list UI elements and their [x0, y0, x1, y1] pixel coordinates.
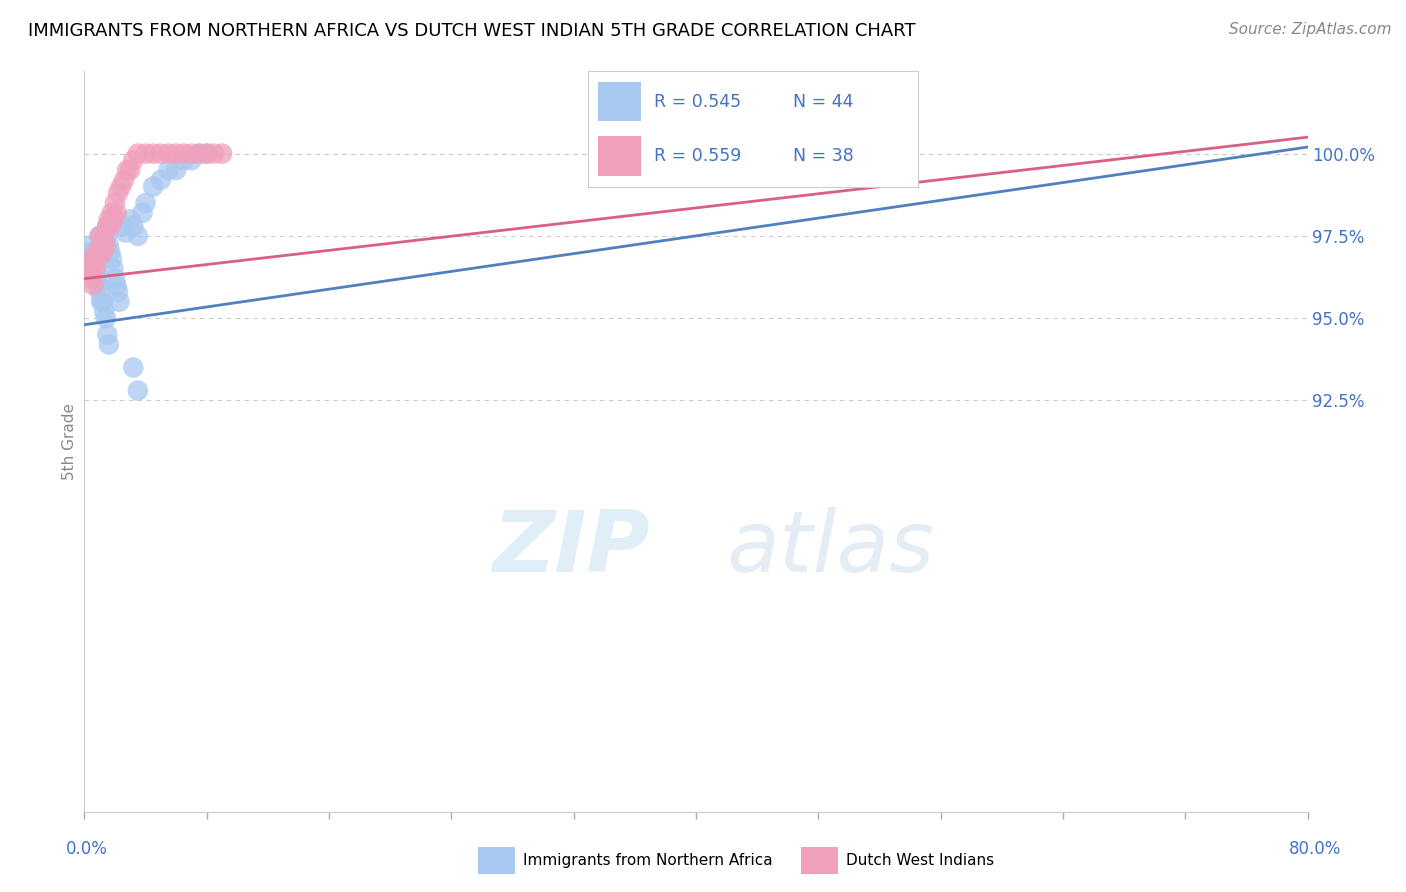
Text: 0.0%: 0.0%	[66, 840, 108, 858]
Point	[89, 228, 111, 243]
Point	[86, 271, 108, 285]
Point	[157, 163, 180, 178]
Point	[97, 239, 120, 253]
FancyBboxPatch shape	[598, 82, 641, 121]
Text: 80.0%: 80.0%	[1288, 840, 1341, 858]
Point	[105, 206, 128, 220]
Point	[173, 146, 195, 161]
Point	[122, 153, 145, 168]
Point	[135, 196, 157, 211]
Point	[112, 173, 135, 187]
Point	[96, 327, 118, 342]
Point	[104, 271, 127, 285]
Point	[77, 252, 100, 266]
Point	[180, 153, 202, 168]
Point	[101, 252, 124, 266]
Point	[76, 261, 98, 276]
Point	[108, 294, 131, 309]
Point	[94, 311, 117, 326]
Point	[77, 239, 100, 253]
Point	[89, 285, 111, 299]
Text: N = 44: N = 44	[793, 93, 853, 111]
Point	[84, 261, 107, 276]
Point	[96, 228, 118, 243]
Point	[135, 146, 157, 161]
Text: ZIP: ZIP	[492, 507, 650, 590]
Point	[97, 212, 120, 227]
Point	[188, 146, 211, 161]
Point	[131, 206, 153, 220]
Point	[120, 212, 142, 227]
Point	[79, 245, 101, 260]
Point	[91, 294, 114, 309]
Point	[142, 146, 165, 161]
Point	[87, 252, 110, 266]
Text: R = 0.559: R = 0.559	[654, 147, 741, 165]
Point	[80, 252, 103, 266]
Point	[87, 278, 110, 293]
Point	[107, 285, 129, 299]
Text: R = 0.545: R = 0.545	[654, 93, 741, 111]
Point	[195, 146, 218, 161]
Point	[83, 278, 105, 293]
Text: Dutch West Indians: Dutch West Indians	[846, 854, 994, 868]
Point	[180, 146, 202, 161]
Point	[107, 186, 129, 200]
Point	[127, 384, 149, 398]
Point	[90, 239, 112, 253]
Point	[90, 294, 112, 309]
Point	[84, 268, 107, 283]
Point	[149, 173, 172, 187]
Point	[157, 146, 180, 161]
Point	[202, 146, 225, 161]
Point	[173, 153, 195, 168]
Point	[104, 196, 127, 211]
Y-axis label: 5th Grade: 5th Grade	[62, 403, 77, 480]
Point	[83, 261, 105, 276]
Text: IMMIGRANTS FROM NORTHERN AFRICA VS DUTCH WEST INDIAN 5TH GRADE CORRELATION CHART: IMMIGRANTS FROM NORTHERN AFRICA VS DUTCH…	[28, 22, 915, 40]
Text: N = 38: N = 38	[793, 147, 853, 165]
Text: Immigrants from Northern Africa: Immigrants from Northern Africa	[523, 854, 773, 868]
Point	[127, 228, 149, 243]
Point	[211, 146, 233, 161]
Point	[122, 360, 145, 375]
Point	[79, 261, 101, 276]
Point	[195, 146, 218, 161]
Point	[103, 212, 125, 227]
Point	[142, 179, 165, 194]
Point	[149, 146, 172, 161]
Point	[110, 179, 132, 194]
Point	[96, 219, 118, 233]
Point	[101, 206, 124, 220]
Point	[86, 261, 108, 276]
Point	[80, 245, 103, 260]
FancyBboxPatch shape	[598, 136, 641, 176]
Point	[122, 219, 145, 233]
Point	[97, 337, 120, 351]
Point	[93, 304, 115, 318]
Point	[93, 228, 115, 243]
Point	[114, 226, 136, 240]
Point	[98, 245, 121, 260]
Point	[120, 163, 142, 178]
Text: atlas: atlas	[727, 507, 935, 590]
Point	[94, 239, 117, 253]
Point	[86, 245, 108, 260]
Point	[115, 163, 138, 178]
Point	[165, 146, 187, 161]
Point	[188, 146, 211, 161]
Point	[105, 278, 128, 293]
Point	[91, 245, 114, 260]
Point	[98, 219, 121, 233]
Point	[165, 163, 187, 178]
Point	[96, 219, 118, 233]
Point	[127, 146, 149, 161]
Point	[103, 261, 125, 276]
Point	[111, 219, 134, 233]
Text: Source: ZipAtlas.com: Source: ZipAtlas.com	[1229, 22, 1392, 37]
Point	[80, 271, 103, 285]
Point	[89, 228, 111, 243]
